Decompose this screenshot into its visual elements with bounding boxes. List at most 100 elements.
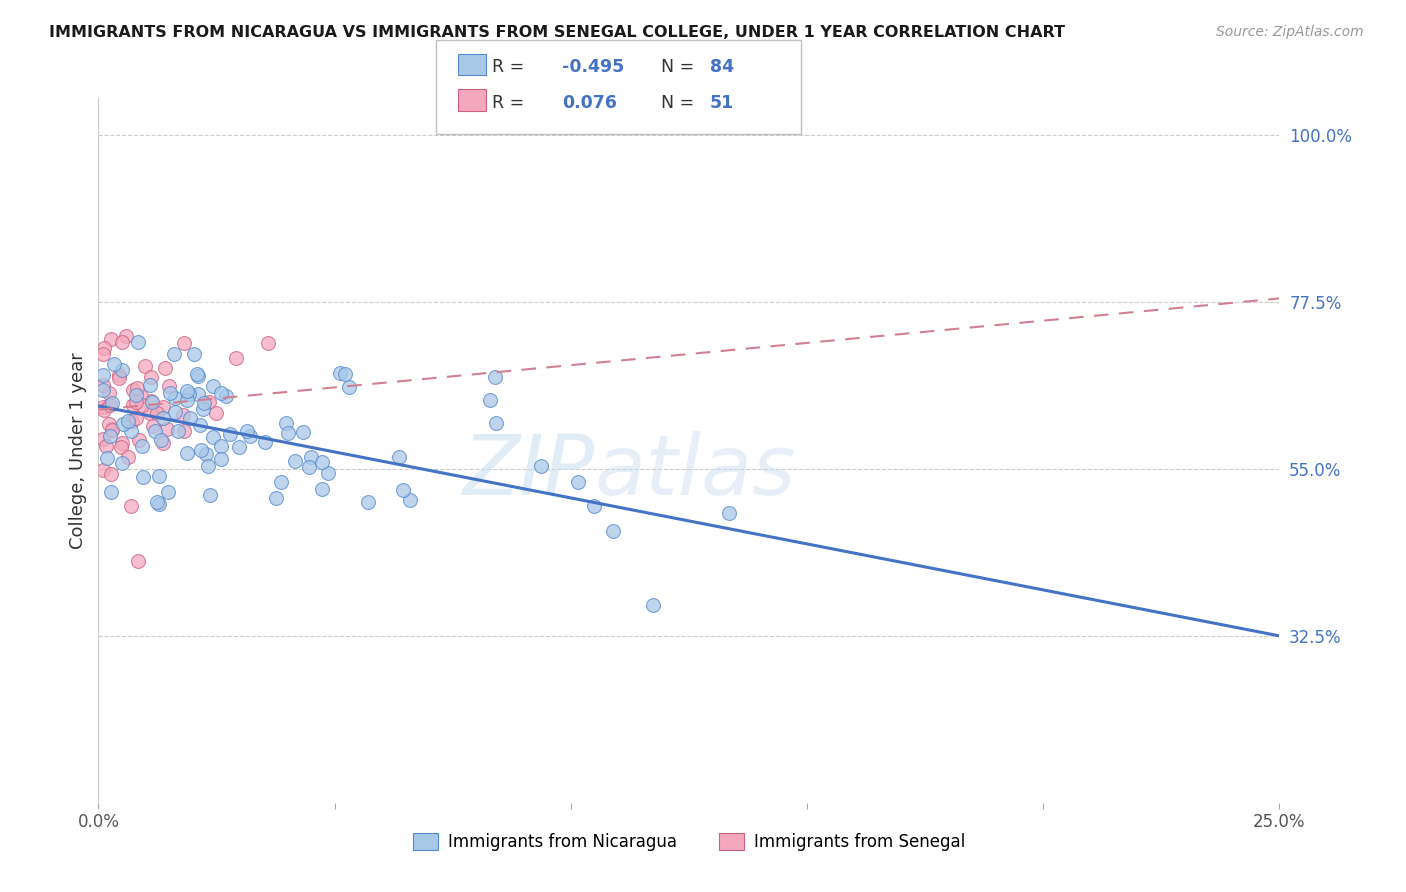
Text: N =: N = <box>661 58 695 76</box>
Point <box>141 419 163 434</box>
Point <box>205 406 228 420</box>
Point <box>145 406 167 420</box>
Point <box>97 417 120 432</box>
Point <box>228 440 250 454</box>
Point <box>163 347 186 361</box>
Point <box>98 386 121 401</box>
Point <box>209 451 232 466</box>
Point <box>187 387 209 401</box>
Point <box>316 466 339 480</box>
Point <box>143 424 166 438</box>
Point <box>139 406 162 420</box>
Point <box>187 368 209 383</box>
Text: 51: 51 <box>710 94 734 112</box>
Point <box>186 367 208 381</box>
Point <box>91 462 114 476</box>
Point <box>120 500 142 514</box>
Point <box>117 414 139 428</box>
Point <box>202 430 225 444</box>
Point <box>219 427 242 442</box>
Point <box>125 410 148 425</box>
Text: N =: N = <box>661 94 695 112</box>
Point <box>108 371 131 385</box>
Point <box>101 424 124 438</box>
Point <box>236 424 259 438</box>
Point <box>101 422 124 436</box>
Point <box>173 424 195 438</box>
Point <box>284 454 307 468</box>
Point <box>110 440 132 454</box>
Point <box>111 456 134 470</box>
Point <box>297 460 319 475</box>
Point <box>299 450 322 465</box>
Point <box>215 389 238 403</box>
Point <box>91 432 114 446</box>
Point <box>152 401 174 415</box>
Text: 0.076: 0.076 <box>562 94 617 112</box>
Point <box>127 334 149 349</box>
Point <box>111 436 134 450</box>
Point <box>209 386 232 401</box>
Point <box>139 393 162 408</box>
Point <box>264 491 287 506</box>
Text: atlas: atlas <box>595 431 796 512</box>
Point <box>125 381 148 395</box>
Point <box>125 388 148 402</box>
Point <box>183 347 205 361</box>
Point <box>141 369 163 384</box>
Point <box>98 398 121 412</box>
Point <box>93 402 115 417</box>
Point <box>190 443 212 458</box>
Point <box>165 391 187 405</box>
Point <box>197 458 219 473</box>
Point <box>91 400 114 414</box>
Point <box>96 451 118 466</box>
Point <box>129 389 152 403</box>
Point <box>388 450 411 465</box>
Point <box>110 334 132 349</box>
Point <box>485 416 508 430</box>
Point <box>198 488 221 502</box>
Point <box>337 380 360 394</box>
Point <box>392 483 415 497</box>
Point <box>479 393 502 408</box>
Point <box>98 429 121 443</box>
Point <box>188 417 211 432</box>
Point <box>173 335 195 350</box>
Point <box>103 357 125 371</box>
Point <box>172 408 194 422</box>
Point <box>148 497 170 511</box>
Point <box>311 482 333 496</box>
Text: Source: ZipAtlas.com: Source: ZipAtlas.com <box>1216 25 1364 39</box>
Point <box>193 396 215 410</box>
Point <box>152 436 174 450</box>
Point <box>567 475 589 489</box>
Point <box>91 383 114 397</box>
Text: -0.495: -0.495 <box>562 58 624 76</box>
Point <box>146 494 169 508</box>
Point <box>134 359 156 374</box>
Legend: Immigrants from Nicaragua, Immigrants from Senegal: Immigrants from Nicaragua, Immigrants fr… <box>406 826 972 858</box>
Point <box>108 368 131 383</box>
Point <box>641 599 664 613</box>
Point <box>114 329 136 343</box>
Text: 84: 84 <box>710 58 734 76</box>
Point <box>132 470 155 484</box>
Y-axis label: College, Under 1 year: College, Under 1 year <box>69 352 87 549</box>
Point <box>91 346 114 360</box>
Point <box>121 398 143 412</box>
Point <box>201 379 224 393</box>
Point <box>179 386 201 401</box>
Point <box>291 425 314 440</box>
Point <box>194 446 217 460</box>
Point <box>583 499 606 513</box>
Point <box>149 433 172 447</box>
Point <box>100 333 122 347</box>
Point <box>131 398 153 412</box>
Point <box>176 384 198 398</box>
Point <box>120 424 142 438</box>
Point <box>276 416 298 430</box>
Point <box>179 410 201 425</box>
Point <box>127 554 149 568</box>
Point <box>159 386 181 401</box>
